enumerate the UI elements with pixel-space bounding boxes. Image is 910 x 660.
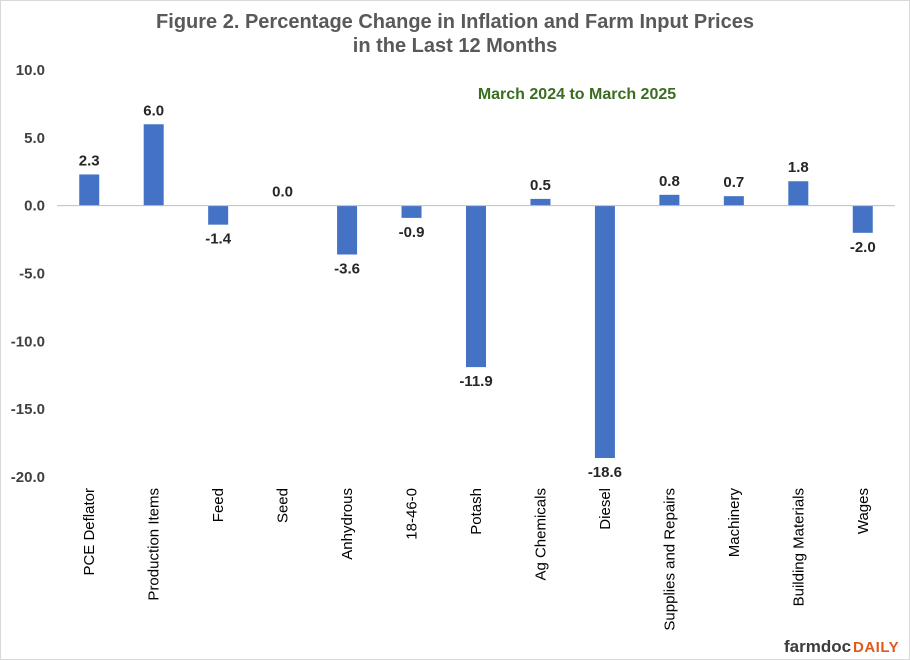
x-tick-label: Wages: [855, 488, 872, 534]
data-label: -18.6: [588, 464, 622, 481]
bar: [401, 205, 422, 218]
data-label: -3.6: [334, 261, 360, 278]
x-tick-label: Ag Chemicals: [532, 488, 549, 581]
x-tick-label: Production Items: [146, 488, 163, 601]
data-labels: 2.3 6.0 -1.4 0.0 -3.6 -0.9 -11.9 0.5 -18.6 0.8 0.7…: [79, 102, 876, 481]
data-label: -0.9: [399, 224, 425, 241]
chart-title-line-2: in the Last 12 Months: [353, 35, 557, 57]
bar: [852, 205, 873, 233]
bar: [337, 205, 358, 255]
x-tick-label: Feed: [210, 488, 227, 522]
logo-text-daily: DAILY: [853, 639, 899, 656]
bar: [659, 194, 680, 206]
y-tick-label: 5.0: [24, 130, 45, 147]
x-tick-label: Potash: [468, 488, 485, 535]
x-tick-label: Supplies and Repairs: [661, 488, 678, 631]
y-tick-label: -10.0: [11, 333, 45, 350]
y-tick-label: -20.0: [11, 469, 45, 486]
bar: [594, 205, 615, 459]
data-label: 0.7: [723, 174, 744, 191]
y-axis: 10.0 5.0 0.0 -5.0 -10.0 -15.0 -20.0: [11, 62, 45, 486]
bar: [208, 205, 229, 225]
bar: [788, 181, 809, 206]
farmdoc-daily-logo: farmdoc DAILY: [784, 637, 899, 656]
bar: [466, 205, 486, 368]
data-label: 0.8: [659, 173, 680, 190]
logo-text-farmdoc: farmdoc: [784, 637, 851, 656]
data-label: -11.9: [459, 373, 492, 390]
data-label: 2.3: [79, 152, 100, 169]
data-label: 1.8: [788, 159, 809, 176]
y-tick-label: 10.0: [16, 62, 45, 79]
bar: [530, 198, 551, 206]
bar: [723, 196, 744, 206]
bar: [143, 124, 164, 206]
x-tick-label: Diesel: [597, 488, 614, 530]
data-label: 0.5: [530, 177, 551, 194]
y-tick-label: 0.0: [24, 198, 45, 215]
data-label: 6.0: [143, 102, 164, 119]
x-tick-label: Anhydrous: [339, 488, 356, 560]
chart-subtitle: March 2024 to March 2025: [478, 86, 676, 103]
data-label: -2.0: [850, 239, 876, 256]
bars-group: [79, 124, 873, 459]
bar: [79, 174, 100, 206]
x-tick-label: Seed: [275, 488, 292, 523]
x-tick-label: Machinery: [726, 488, 743, 558]
x-tick-label: 18-46-0: [404, 488, 421, 540]
data-label: -1.4: [205, 231, 232, 248]
chart-title-line-1: Figure 2. Percentage Change in Inflation…: [156, 11, 754, 33]
y-tick-label: -15.0: [11, 401, 45, 418]
x-axis: PCE Deflator Production Items Feed Seed Anhy…: [81, 488, 872, 631]
x-tick-label: Building Materials: [790, 488, 807, 606]
data-label: 0.0: [272, 184, 293, 201]
y-tick-label: -5.0: [19, 266, 45, 283]
x-tick-label: PCE Deflator: [81, 488, 98, 576]
